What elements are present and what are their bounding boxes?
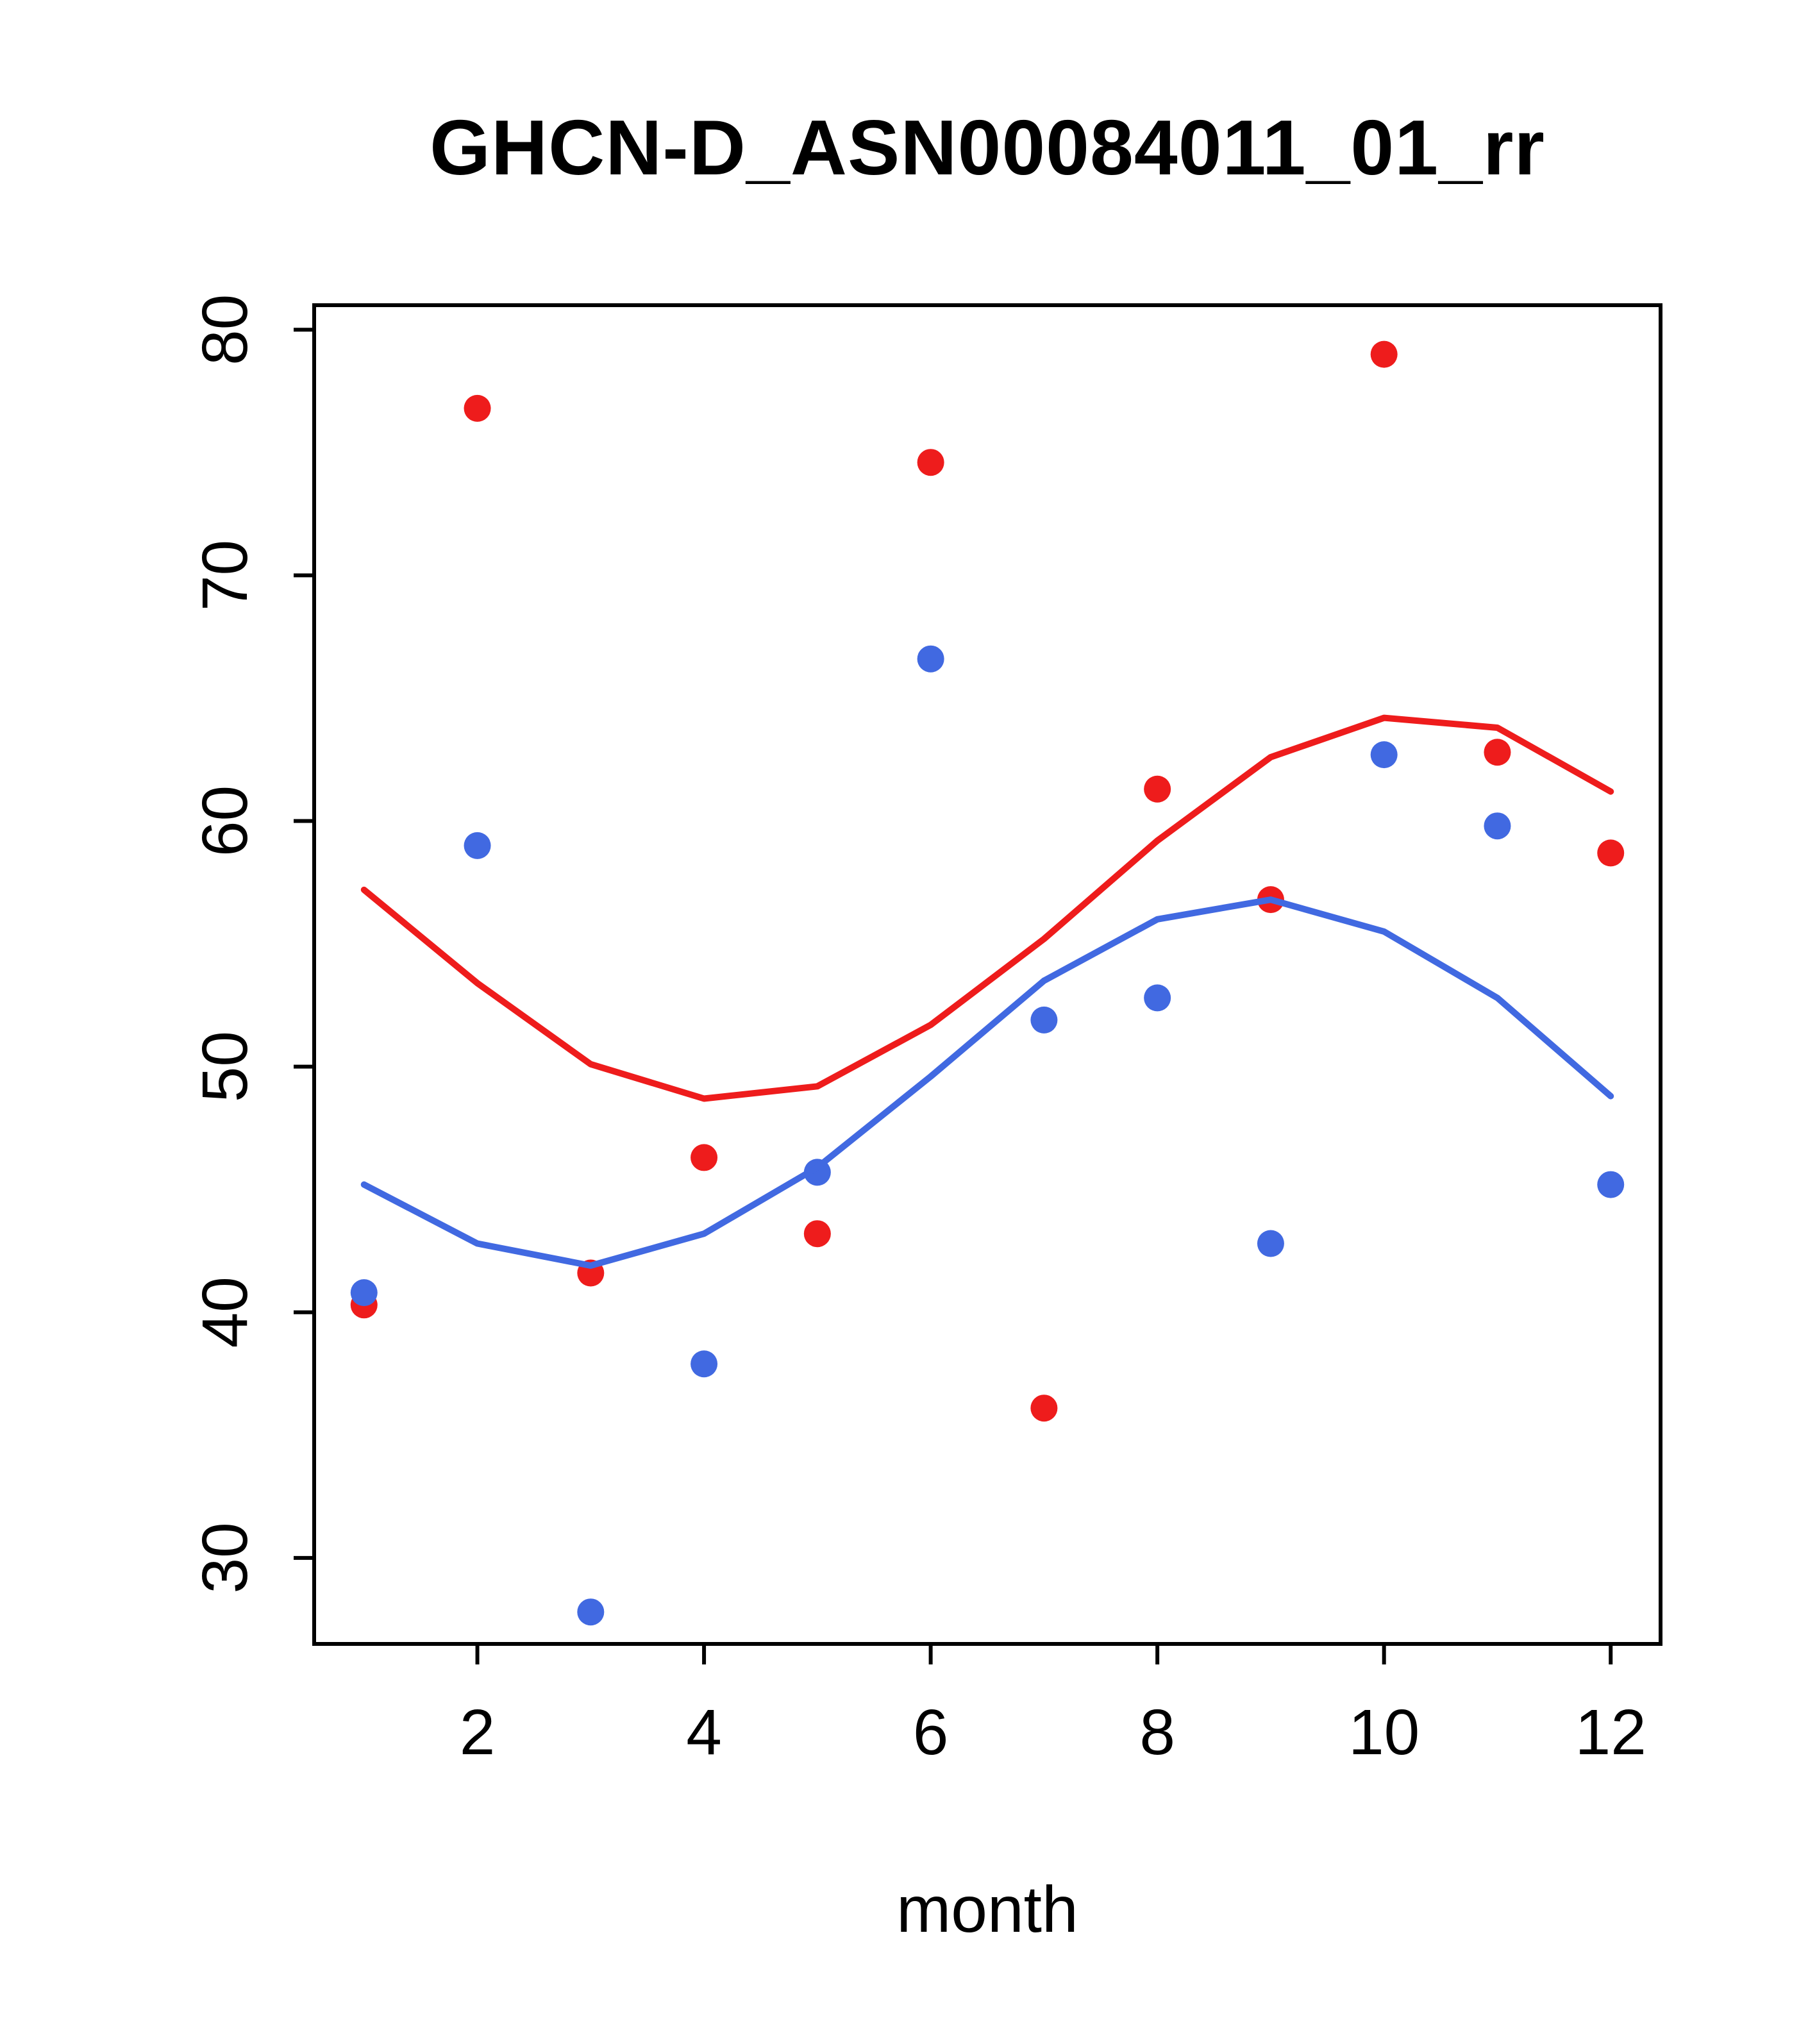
x-tick-label: 8 [1139,1696,1175,1768]
blue-points-point [350,1279,378,1307]
y-tick-label: 60 [189,785,261,857]
blue-points-point [464,832,491,859]
blue-points [350,645,1625,1626]
x-tick-label: 4 [686,1696,722,1768]
y-tick-label: 40 [189,1277,261,1348]
red-points [350,340,1625,1422]
red-points-point [803,1220,831,1248]
blue-points-point [1257,1230,1284,1257]
blue-points-point [1144,984,1171,1012]
chart-title: GHCN-D_ASN00084011_01_rr [430,104,1545,191]
plot-box [312,303,1662,1646]
blue-points-point [577,1598,605,1626]
red-points-point [917,449,944,476]
y-tick-label: 30 [189,1522,261,1593]
blue-points-point [1370,741,1398,769]
blue-points-point [1597,1171,1625,1198]
x-tick-label: 12 [1575,1696,1646,1768]
y-tick-label: 80 [189,294,261,365]
red-points-point [1030,1395,1058,1422]
blue-smooth-line [360,896,1614,1269]
red-smooth-line [360,714,1614,1102]
y-tick-label: 70 [189,540,261,611]
blue-points-point [691,1350,718,1378]
x-tick-label: 10 [1348,1696,1419,1768]
red-points-point [1144,775,1171,803]
red-points-point [691,1144,718,1171]
x-tick-label: 2 [460,1696,496,1768]
x-tick-label: 6 [913,1696,949,1768]
red-points-point [1484,739,1511,766]
y-tick-label: 50 [189,1031,261,1102]
red-points-point [464,394,491,422]
blue-points-point [1484,812,1511,840]
blue-points-point [1030,1006,1058,1034]
red-points-point [1370,340,1398,368]
blue-points-point [917,645,944,673]
x-axis-title: month [896,1873,1078,1946]
red-points-point [1597,839,1625,867]
